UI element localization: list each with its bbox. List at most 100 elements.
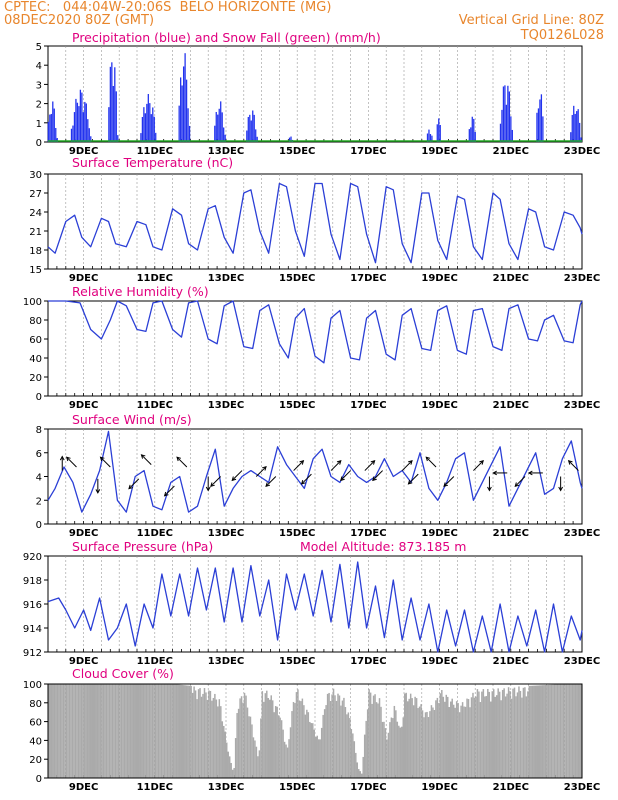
precip-bar	[187, 108, 188, 142]
cloud-bar	[296, 692, 297, 778]
y-tick-label: 20	[29, 755, 42, 766]
cloud-bar	[385, 728, 386, 778]
cloud-bar	[331, 694, 332, 778]
y-tick-label: 6	[36, 449, 42, 460]
precip-bar	[536, 113, 537, 142]
cloud-bar	[380, 707, 381, 778]
cloud-bar	[73, 684, 74, 778]
cloud-bar	[213, 698, 214, 778]
cloud-bar	[54, 684, 55, 778]
panel-title: Relative Humidity (%)	[72, 284, 209, 299]
precip-bar	[148, 94, 149, 142]
cloud-bar	[342, 701, 343, 778]
precip-bar	[55, 128, 56, 142]
cloud-bar	[444, 702, 445, 778]
wind-arrow	[211, 477, 221, 487]
cloud-bar	[187, 686, 188, 778]
x-tick-label: 23DEC	[564, 528, 600, 539]
cloud-bar	[486, 696, 487, 778]
precip-bar	[538, 108, 539, 142]
cloud-bar	[358, 769, 359, 778]
cloud-bar	[438, 703, 439, 778]
cloud-bar	[352, 733, 353, 778]
cloud-bar	[376, 702, 377, 778]
y-tick-label: 100	[23, 680, 42, 691]
cloud-bar	[545, 685, 546, 778]
cloud-bar	[259, 750, 260, 778]
cloud-bar	[349, 718, 350, 778]
cloud-bar	[49, 684, 50, 778]
precip-bar	[512, 130, 513, 142]
cloud-bar	[330, 701, 331, 778]
precip-bar	[52, 101, 53, 142]
x-tick-label: 23DEC	[564, 273, 600, 284]
cloud-bar	[314, 730, 315, 778]
cloud-bar	[214, 694, 215, 778]
cloud-bar	[276, 707, 277, 778]
precip-bar	[81, 93, 82, 142]
cloud-bar	[441, 690, 442, 778]
precip-bar	[254, 115, 255, 142]
precip-bar	[539, 99, 540, 142]
cloud-bar	[548, 685, 549, 778]
y-tick-label: 40	[29, 354, 42, 365]
cloud-bar	[554, 685, 555, 778]
cloud-bar	[278, 715, 279, 778]
cloud-bar	[371, 704, 372, 778]
cloud-bar	[112, 684, 113, 778]
x-tick-label: 21DEC	[493, 146, 529, 157]
cloud-bar	[309, 722, 310, 778]
cloud-bar	[411, 698, 412, 778]
cloud-bar	[174, 684, 175, 778]
cloud-bar	[405, 693, 406, 778]
panel-title: Surface Wind (m/s)	[72, 412, 192, 427]
cloud-bar	[272, 700, 273, 778]
cloud-bar	[365, 721, 366, 778]
y-tick-label: 80	[29, 699, 42, 710]
precip-bar	[217, 115, 218, 142]
cloud-bar	[119, 684, 120, 778]
cloud-bar	[558, 684, 559, 778]
cloud-bar	[78, 684, 79, 778]
cloud-bar	[176, 684, 177, 778]
cloud-bar	[196, 699, 197, 778]
cloud-bar	[524, 687, 525, 778]
cloud-bar	[223, 726, 224, 778]
cloud-bar	[104, 684, 105, 778]
cloud-bar	[502, 690, 503, 778]
cloud-bar	[509, 691, 510, 778]
cloud-bar	[51, 684, 52, 778]
precip-bar	[87, 119, 88, 142]
cloud-bar	[222, 721, 223, 778]
cloud-bar	[360, 771, 361, 778]
cloud-bar	[242, 703, 243, 778]
cloud-bar	[66, 684, 67, 778]
cloud-bar	[549, 685, 550, 778]
cloud-bar	[382, 722, 383, 778]
x-tick-label: 13DEC	[208, 273, 244, 284]
x-tick-label: 15DEC	[279, 528, 315, 539]
cloud-bar	[490, 702, 491, 778]
x-tick-label: 21DEC	[493, 656, 529, 667]
precip-bar	[77, 103, 78, 142]
panel-3	[44, 429, 582, 524]
cloud-bar	[173, 684, 174, 778]
x-tick-label: 15DEC	[279, 656, 315, 667]
panel-annotation: Model Altitude: 873.185 m	[300, 539, 466, 554]
x-tick-label: 9DEC	[69, 528, 98, 539]
wind-arrow	[141, 455, 151, 465]
cloud-bar	[408, 699, 409, 778]
cloud-bar	[573, 684, 574, 778]
cloud-bar	[318, 739, 319, 778]
cloud-bar	[355, 753, 356, 778]
cloud-bar	[480, 702, 481, 778]
cloud-bar	[95, 684, 96, 778]
precip-bar	[573, 106, 574, 142]
cloud-bar	[101, 684, 102, 778]
cloud-bar	[182, 685, 183, 778]
precip-bar	[216, 112, 217, 142]
cloud-bar	[328, 693, 329, 778]
cloud-bar	[518, 686, 519, 778]
wind-arrow	[473, 461, 483, 471]
y-tick-label: 15	[29, 265, 42, 276]
